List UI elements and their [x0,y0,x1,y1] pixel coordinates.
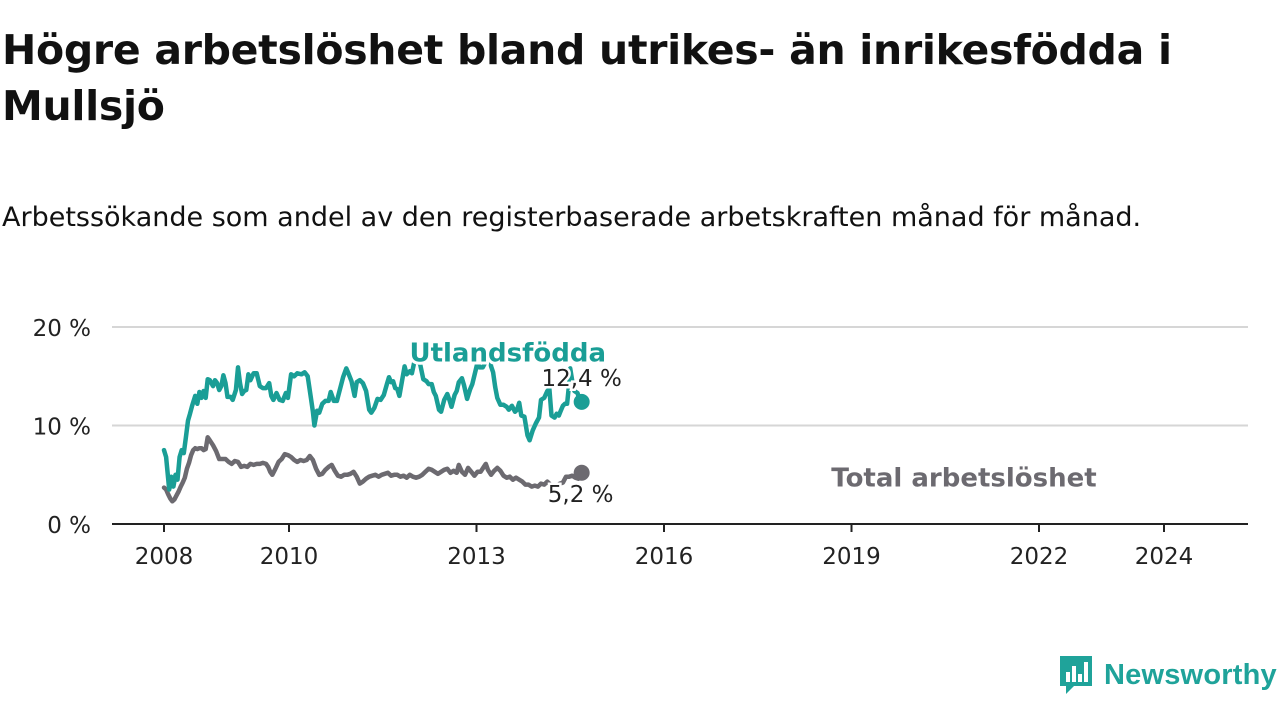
end-value-label-total: 5,2 % [548,482,614,508]
chart-subtitle: Arbetssökande som andel av den registerb… [2,202,1142,233]
end-point-total [573,464,590,481]
x-tick-label: 2008 [135,544,194,570]
x-tick-label: 2019 [822,544,881,570]
series-label-foreign: Utlandsfödda [409,338,606,368]
series-label-total: Total arbetslöshet [831,464,1096,494]
y-tick-label: 20 % [33,316,91,342]
x-tick-label: 2016 [635,544,694,570]
y-tick-label: 0 % [47,513,91,539]
end-value-label-foreign: 12,4 % [541,366,621,392]
annotations: 5,2 % 12,4 %Utlandsfödda Total arbetslöshe… [406,335,1099,510]
series-line-foreign [161,349,584,492]
x-tick-label: 2024 [1135,544,1194,570]
x-axis-ticks: 2008 2010 2013 2016 2019 2022 2024 [135,524,1194,570]
y-tick-label: 10 % [33,415,91,441]
chart-title: Högre arbetslöshet bland utrikes- än inr… [2,26,1172,130]
x-tick-label: 2010 [260,544,319,570]
brand-name: Newsworthy [1104,658,1277,691]
line-chart: 0 % 10 % 20 % 2008 2010 2013 2016 2019 2022 2024… [33,316,1248,570]
x-tick-label: 2013 [447,544,506,570]
y-axis-ticks: 0 % 10 % 20 % [33,316,91,539]
gridlines [112,326,1248,427]
series-line-total [161,435,584,504]
series [161,349,590,504]
end-point-foreign [573,393,590,410]
brand[interactable]: Newsworthy [1058,654,1277,696]
x-tick-label: 2022 [1010,544,1069,570]
bar-chart-speech-bubble-icon [1060,656,1092,694]
